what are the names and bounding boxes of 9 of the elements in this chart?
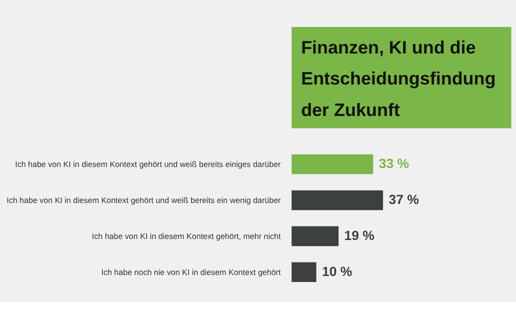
bar: [292, 226, 339, 246]
bar: [292, 154, 374, 174]
data-label: 19 %: [344, 228, 375, 243]
bar: [292, 262, 316, 282]
bar: [292, 190, 384, 210]
chart-title: Finanzen, KI und die Entscheidungsfindung der Zukunft: [301, 37, 496, 120]
data-label: 37 %: [388, 192, 420, 208]
data-label: 10 %: [322, 264, 352, 279]
data-label: 33 %: [378, 156, 410, 172]
